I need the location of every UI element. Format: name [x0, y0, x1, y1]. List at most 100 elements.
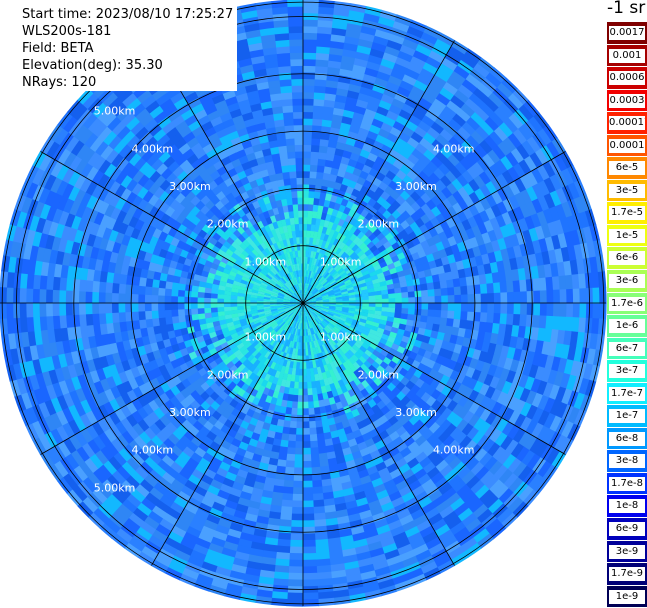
range-gate-cell: [303, 487, 313, 494]
range-gate-cell: [131, 294, 138, 303]
range-gate-cell: [290, 414, 297, 422]
range-gate-cell: [292, 98, 303, 105]
range-gate-cell: [303, 98, 314, 105]
range-gate-cell: [217, 298, 224, 303]
range-gate-cell: [92, 292, 99, 303]
range-gate-cell: [92, 303, 99, 314]
range-gate-cell: [288, 26, 303, 34]
range-gate-cell: [296, 421, 303, 428]
range-gate-cell: [138, 303, 145, 312]
range-gate-cell: [297, 408, 303, 415]
range-gate-cell: [303, 171, 310, 178]
range-gate-cell: [298, 210, 303, 217]
range-gate-cell: [151, 310, 159, 319]
range-gate-cell: [131, 311, 139, 321]
range-gate-cell: [300, 356, 303, 363]
range-gate-cell: [487, 303, 494, 313]
range-gate-cell: [303, 19, 318, 27]
range-gate-cell: [303, 39, 317, 47]
range-gate-cell: [302, 560, 316, 568]
range-gate-cell: [303, 92, 314, 99]
range-gate-cell: [369, 303, 376, 307]
range-gate-cell: [293, 481, 303, 488]
range-gate-cell: [39, 289, 47, 303]
range-gate-cell: [303, 78, 315, 86]
range-gate-cell: [435, 303, 442, 311]
range-gate-cell: [288, 441, 296, 449]
range-gate-cell: [311, 145, 320, 153]
range-gate-cell: [157, 295, 164, 303]
range-gate-cell: [298, 204, 303, 211]
range-gate-cell: [293, 210, 298, 218]
range-gate-cell: [303, 72, 316, 80]
range-gate-cell: [293, 105, 304, 112]
range-gate-cell: [230, 306, 237, 310]
range-gate-cell: [223, 299, 230, 303]
range-gate-cell: [310, 434, 318, 442]
range-gate-cell: [303, 415, 309, 422]
range-gate-cell: [295, 435, 303, 442]
range-gate-cell: [303, 461, 312, 468]
range-gate-cell: [210, 307, 218, 312]
range-gate-cell: [303, 210, 308, 217]
range-gate-cell: [287, 0, 303, 7]
range-gate-cell: [59, 303, 67, 316]
range-gate-cell: [26, 288, 34, 303]
range-gate-cell: [414, 309, 422, 316]
range-gate-cell: [310, 171, 318, 179]
range-gate-cell: [408, 303, 415, 309]
range-gate-cell: [362, 303, 369, 307]
range-gate-cell: [297, 190, 303, 197]
range-gate-cell: [461, 303, 468, 312]
range-gate-cell: [303, 441, 311, 448]
range-gate-cell: [145, 311, 153, 320]
range-gate-cell: [118, 293, 125, 303]
range-gate-cell: [204, 298, 211, 303]
range-gate-cell: [292, 85, 304, 92]
range-gate-cell: [349, 303, 356, 306]
range-gate-cell: [434, 310, 442, 318]
range-gate-cell: [217, 303, 224, 308]
range-gate-cell: [421, 309, 429, 316]
range-gate-cell: [197, 308, 205, 314]
range-gate-cell: [395, 303, 402, 308]
range-gate-cell: [292, 494, 303, 501]
range-gate-cell: [292, 92, 303, 99]
range-gate-cell: [395, 308, 403, 314]
range-gate-cell: [0, 302, 7, 318]
range-gate-cell: [299, 223, 303, 230]
range-gate-cell: [566, 303, 574, 318]
range-gate-cell: [299, 375, 303, 382]
range-gate-cell: [294, 131, 303, 138]
range-gate-cell: [291, 72, 304, 79]
range-gate-cell: [309, 177, 316, 185]
range-gate-cell: [26, 302, 34, 317]
range-gate-cell: [303, 138, 312, 145]
range-gate-cell: [303, 375, 307, 382]
range-gate-cell: [291, 513, 303, 520]
range-gate-cell: [288, 573, 303, 581]
range-gate-cell: [145, 286, 153, 295]
range-gate-cell: [302, 566, 317, 574]
range-gate-cell: [78, 291, 86, 303]
range-gate-cell: [157, 303, 164, 311]
range-gate-cell: [290, 46, 304, 54]
range-gate-cell: [0, 318, 8, 335]
range-gate-cell: [144, 294, 151, 303]
range-gate-cell: [303, 395, 308, 402]
range-gate-cell: [72, 290, 80, 303]
range-gate-cell: [401, 308, 409, 314]
range-gate-cell: [111, 303, 118, 313]
range-gate-cell: [164, 310, 172, 318]
range-gate-cell: [292, 197, 298, 205]
range-gate-cell: [319, 0, 336, 8]
range-gate-cell: [303, 421, 310, 428]
range-gate-cell: [151, 295, 158, 303]
range-gate-cell: [131, 303, 138, 312]
range-gate-cell: [46, 289, 54, 303]
range-gate-cell: [303, 428, 310, 435]
range-gate-cell: [310, 447, 319, 455]
range-gate-cell: [289, 553, 303, 561]
range-gate-cell: [408, 309, 416, 315]
range-gate-cell: [105, 303, 112, 314]
